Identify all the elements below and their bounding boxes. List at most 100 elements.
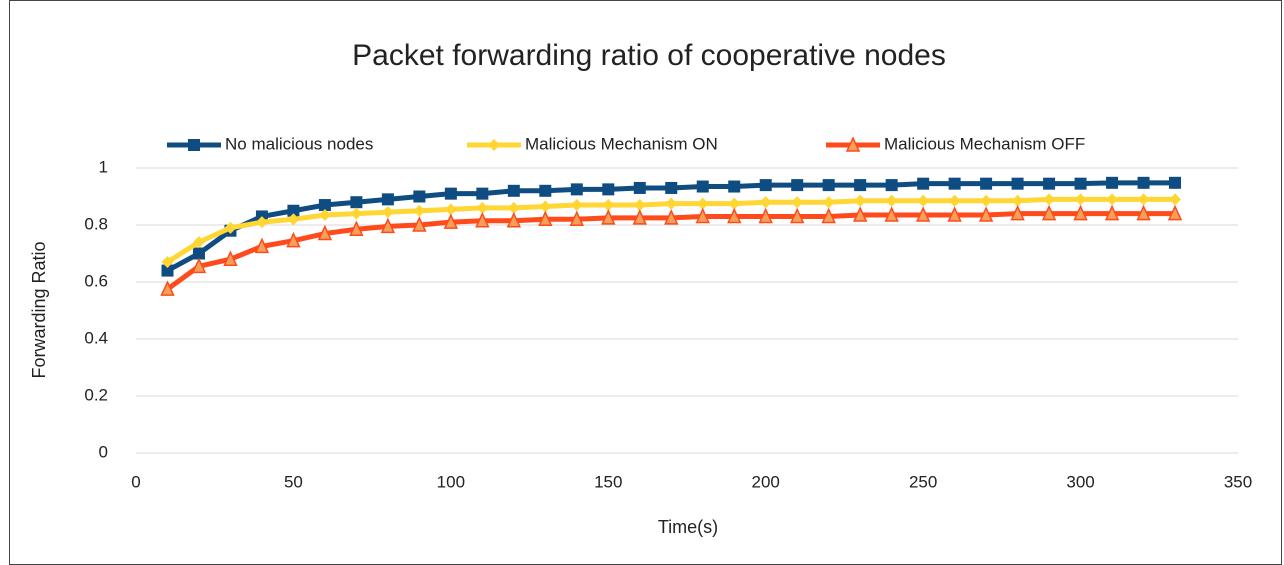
data-point: [1169, 176, 1182, 189]
data-point: [1074, 193, 1087, 206]
data-point: [161, 256, 174, 269]
y-tick-label: 0.4: [84, 328, 108, 347]
x-tick-label: 200: [752, 472, 780, 491]
data-point: [476, 201, 489, 214]
data-point: [948, 177, 961, 190]
data-point: [602, 183, 615, 196]
data-point: [192, 236, 205, 249]
data-point: [1074, 177, 1087, 190]
x-axis-label: Time(s): [658, 517, 718, 537]
data-point: [255, 216, 268, 229]
data-point: [1010, 204, 1025, 221]
x-tick-label: 350: [1224, 472, 1252, 491]
data-point: [917, 194, 930, 207]
data-point: [695, 207, 710, 224]
data-point: [665, 197, 678, 210]
x-tick-label: 50: [284, 472, 303, 491]
data-point: [1011, 177, 1024, 190]
data-point: [852, 206, 868, 222]
data-point: [917, 177, 930, 190]
data-point: [539, 184, 552, 197]
data-point: [758, 207, 773, 224]
data-point: [790, 207, 805, 224]
data-point: [475, 211, 490, 228]
data-point: [318, 199, 331, 212]
data-point: [1136, 204, 1151, 221]
data-point: [978, 206, 994, 222]
legend-marker: [188, 139, 200, 151]
data-point: [507, 184, 520, 197]
data-point: [413, 204, 426, 217]
y-axis-label: Forwarding Ratio: [29, 241, 49, 378]
data-point: [476, 187, 489, 200]
data-point: [444, 187, 457, 200]
data-point: [884, 206, 899, 222]
data-point: [664, 209, 679, 225]
data-point: [1169, 193, 1182, 206]
data-point: [287, 213, 300, 226]
data-point: [413, 190, 426, 203]
data-point: [727, 207, 742, 224]
data-point: [948, 194, 961, 207]
x-tick-label: 100: [437, 472, 465, 491]
data-point: [444, 203, 457, 216]
data-point: [1104, 204, 1120, 221]
data-point: [254, 237, 270, 254]
legend-label: No malicious nodes: [225, 134, 373, 153]
data-point: [822, 179, 835, 192]
data-point: [696, 180, 709, 193]
data-point: [696, 197, 709, 210]
data-point: [791, 179, 804, 192]
data-point: [317, 224, 333, 241]
data-point: [759, 179, 772, 192]
legend-label: Malicious Mechanism ON: [525, 134, 718, 153]
data-point: [380, 217, 396, 234]
data-point: [161, 264, 174, 277]
data-point: [539, 200, 552, 213]
data-point: [665, 181, 678, 194]
data-point: [412, 216, 427, 232]
data-point: [350, 207, 363, 220]
y-tick-label: 1: [99, 157, 108, 176]
data-point: [791, 196, 804, 209]
data-point: [947, 206, 962, 222]
data-point: [1137, 193, 1150, 206]
legend-marker: [845, 136, 861, 152]
data-point: [854, 179, 867, 192]
data-point: [915, 206, 931, 222]
data-point: [287, 204, 300, 217]
data-point: [632, 209, 647, 225]
data-point: [854, 194, 867, 207]
legend-marker: [488, 139, 500, 151]
y-tick-label: 0.2: [84, 385, 108, 404]
data-point: [538, 210, 553, 227]
data-point: [980, 177, 993, 190]
data-point: [602, 199, 615, 212]
data-point: [1073, 204, 1088, 221]
data-point: [349, 220, 364, 237]
data-point: [570, 199, 583, 212]
data-point: [1041, 204, 1057, 221]
y-tick-label: 0.6: [84, 271, 108, 290]
data-point: [728, 197, 741, 210]
legend-label: Malicious Mechanism OFF: [884, 134, 1085, 153]
y-tick-label: 0.8: [84, 214, 108, 233]
data-point: [601, 209, 616, 225]
data-point: [633, 199, 646, 212]
data-point: [728, 180, 741, 193]
x-tick-label: 0: [131, 472, 140, 491]
data-point: [570, 183, 583, 196]
data-point: [1011, 194, 1024, 207]
data-point: [224, 221, 237, 234]
x-tick-label: 250: [909, 472, 937, 491]
data-point: [759, 196, 772, 209]
data-point: [1106, 176, 1119, 189]
data-point: [350, 196, 363, 209]
data-point: [381, 206, 394, 219]
data-point: [1043, 177, 1056, 190]
data-point: [821, 207, 836, 224]
y-tick-label: 0: [99, 442, 108, 461]
x-tick-label: 150: [594, 472, 622, 491]
x-tick-label: 300: [1066, 472, 1094, 491]
